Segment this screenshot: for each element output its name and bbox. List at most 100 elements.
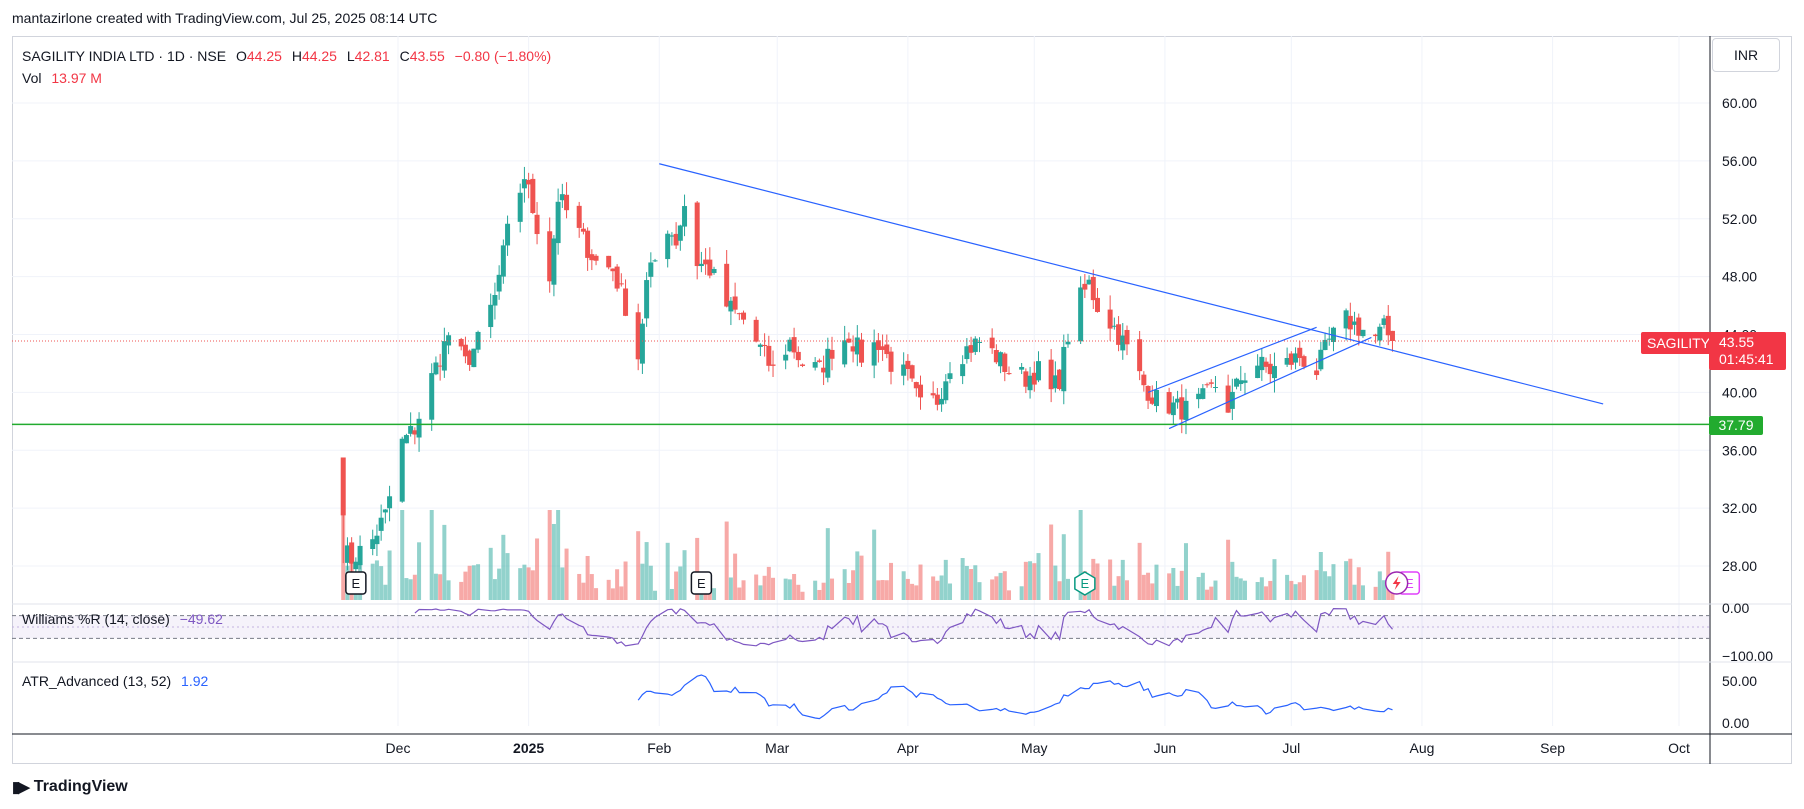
candle-body[interactable] bbox=[378, 517, 384, 531]
candle-body[interactable] bbox=[766, 345, 772, 366]
candle-body[interactable] bbox=[521, 179, 527, 189]
atr-legend[interactable]: ATR_Advanced (13, 52) 1.92 bbox=[22, 673, 208, 689]
candle-body[interactable] bbox=[467, 350, 473, 365]
candle-body[interactable] bbox=[1314, 370, 1320, 376]
candle-body[interactable] bbox=[677, 225, 683, 241]
candle-body[interactable] bbox=[1036, 361, 1041, 381]
candle-body[interactable] bbox=[934, 394, 940, 405]
candle-body[interactable] bbox=[1352, 321, 1358, 325]
candle-body[interactable] bbox=[1356, 317, 1362, 336]
candle-body[interactable] bbox=[564, 194, 570, 211]
candle-body[interactable] bbox=[458, 339, 464, 347]
trendline[interactable] bbox=[659, 163, 1604, 405]
candle-body[interactable] bbox=[842, 340, 848, 365]
candle-body[interactable] bbox=[614, 266, 620, 289]
candle-body[interactable] bbox=[576, 205, 582, 228]
candle-body[interactable] bbox=[1120, 335, 1126, 351]
candle-body[interactable] bbox=[884, 344, 890, 355]
candle-body[interactable] bbox=[357, 545, 363, 566]
candle-body[interactable] bbox=[585, 230, 591, 258]
candle-body[interactable] bbox=[1175, 398, 1181, 403]
trendline[interactable] bbox=[1168, 336, 1372, 430]
candle-body[interactable] bbox=[1141, 374, 1147, 386]
candle-body[interactable] bbox=[960, 364, 966, 377]
candle-body[interactable] bbox=[1360, 329, 1366, 337]
candle-body[interactable] bbox=[1381, 318, 1387, 325]
candle-body[interactable] bbox=[580, 228, 586, 232]
candle-body[interactable] bbox=[665, 233, 671, 260]
candle-body[interactable] bbox=[703, 259, 709, 265]
candle-body[interactable] bbox=[812, 362, 818, 368]
candle-body[interactable] bbox=[1145, 385, 1151, 401]
candle-body[interactable] bbox=[606, 255, 612, 268]
candle-body[interactable] bbox=[618, 283, 624, 285]
candle-body[interactable] bbox=[387, 496, 393, 509]
candle-body[interactable] bbox=[1347, 315, 1353, 330]
candle-body[interactable] bbox=[1293, 353, 1299, 363]
candle-body[interactable] bbox=[1052, 375, 1058, 389]
earnings-marker-icon[interactable] bbox=[1074, 571, 1096, 596]
williams-legend[interactable]: Williams %R (14, close) −49.62 bbox=[22, 611, 223, 627]
candle-body[interactable] bbox=[1238, 380, 1244, 385]
candle-body[interactable] bbox=[732, 296, 738, 310]
candle-body[interactable] bbox=[947, 373, 953, 379]
candle-body[interactable] bbox=[998, 352, 1004, 367]
candle-body[interactable] bbox=[1263, 361, 1269, 367]
candle-body[interactable] bbox=[694, 202, 700, 267]
candle-body[interactable] bbox=[871, 342, 877, 366]
candle-body[interactable] bbox=[1170, 402, 1176, 416]
candle-body[interactable] bbox=[500, 245, 506, 277]
candle-body[interactable] bbox=[888, 351, 894, 372]
candle-body[interactable] bbox=[825, 348, 831, 378]
atr-line[interactable] bbox=[637, 674, 1393, 720]
candle-body[interactable] bbox=[551, 238, 557, 285]
candle-body[interactable] bbox=[589, 254, 595, 261]
candle-body[interactable] bbox=[939, 398, 945, 405]
candle-body[interactable] bbox=[964, 346, 970, 360]
candle-body[interactable] bbox=[437, 365, 443, 367]
candle-body[interactable] bbox=[770, 364, 776, 366]
candle-body[interactable] bbox=[623, 288, 629, 316]
candle-body[interactable] bbox=[1196, 393, 1202, 400]
candle-body[interactable] bbox=[753, 319, 759, 342]
candle-body[interactable] bbox=[1023, 371, 1029, 387]
candle-body[interactable] bbox=[1019, 366, 1025, 370]
candle-body[interactable] bbox=[711, 269, 717, 274]
candle-body[interactable] bbox=[555, 201, 561, 244]
symbol-title[interactable]: SAGILITY INDIA LTD · 1D · NSE bbox=[22, 48, 227, 64]
candle-body[interactable] bbox=[488, 304, 494, 328]
candle-body[interactable] bbox=[1373, 334, 1379, 337]
candle-body[interactable] bbox=[846, 338, 852, 343]
candle-body[interactable] bbox=[1061, 346, 1067, 392]
candle-body[interactable] bbox=[382, 509, 388, 513]
candle-body[interactable] bbox=[1389, 330, 1395, 342]
candle-body[interactable] bbox=[648, 262, 654, 277]
candle-body[interactable] bbox=[349, 542, 355, 564]
candle-body[interactable] bbox=[1086, 279, 1092, 285]
candle-body[interactable] bbox=[1301, 356, 1307, 367]
earnings-marker-icon[interactable] bbox=[345, 571, 367, 595]
candle-body[interactable] bbox=[403, 435, 409, 444]
candle-body[interactable] bbox=[639, 323, 645, 364]
candle-body[interactable] bbox=[1255, 365, 1261, 379]
candle-body[interactable] bbox=[783, 354, 789, 361]
candle-body[interactable] bbox=[441, 341, 447, 371]
candle-body[interactable] bbox=[1031, 372, 1037, 385]
candle-body[interactable] bbox=[399, 438, 405, 502]
candle-body[interactable] bbox=[416, 418, 422, 438]
candle-body[interactable] bbox=[791, 337, 797, 353]
candle-body[interactable] bbox=[930, 393, 936, 396]
candle-body[interactable] bbox=[1124, 329, 1130, 345]
candle-body[interactable] bbox=[972, 338, 978, 352]
candle-body[interactable] bbox=[475, 331, 481, 350]
candle-body[interactable] bbox=[905, 360, 911, 370]
candle-body[interactable] bbox=[1284, 357, 1290, 365]
candle-body[interactable] bbox=[462, 344, 468, 357]
candle-body[interactable] bbox=[829, 349, 835, 359]
candle-body[interactable] bbox=[1208, 382, 1214, 384]
candle-body[interactable] bbox=[652, 260, 658, 262]
candle-body[interactable] bbox=[526, 179, 532, 185]
candle-body[interactable] bbox=[1377, 326, 1383, 341]
earnings-marker-icon[interactable] bbox=[690, 571, 713, 595]
candle-body[interactable] bbox=[850, 346, 856, 352]
